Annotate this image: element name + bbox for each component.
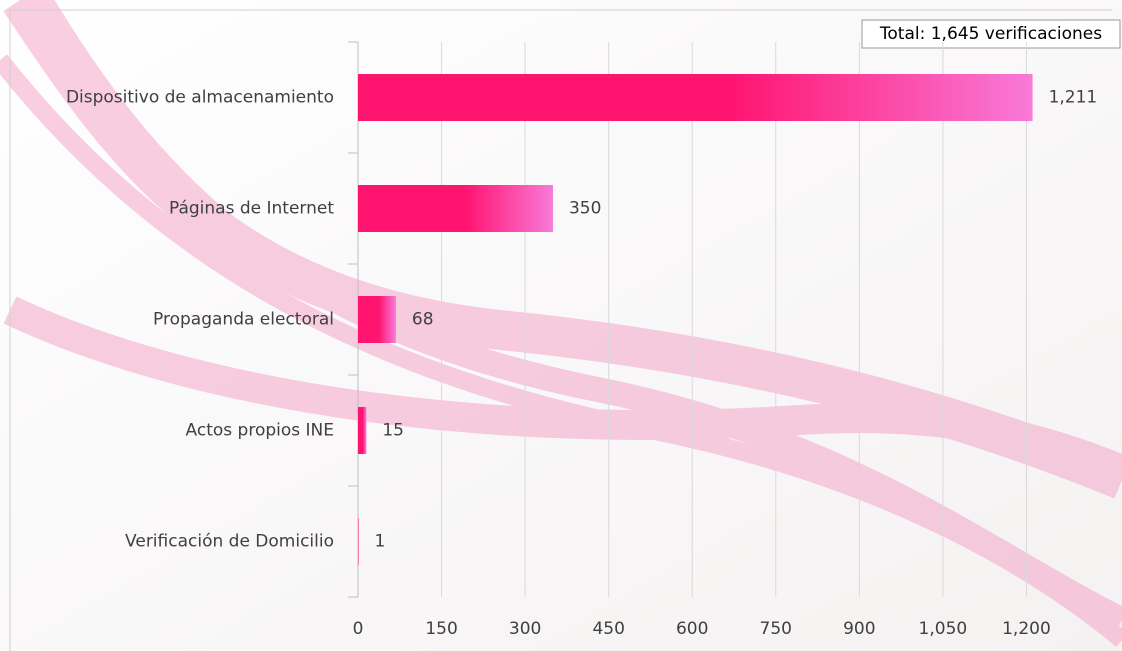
data-label: 350 (569, 199, 601, 219)
x-tick-label: 750 (760, 619, 792, 639)
x-tick-label: 900 (843, 619, 875, 639)
y-tick-label: Verificación de Domicilio (125, 532, 334, 552)
x-tick-label: 600 (676, 619, 708, 639)
data-label: 68 (412, 310, 434, 330)
y-tick-label: Dispositivo de almacenamiento (66, 88, 334, 108)
x-tick-label: 150 (425, 619, 457, 639)
bar (358, 407, 367, 454)
x-tick-label: 450 (592, 619, 624, 639)
bar (358, 296, 396, 343)
y-tick-label: Propaganda electoral (153, 310, 334, 330)
total-annotation: Total: 1,645 verificaciones (879, 24, 1102, 44)
bar (358, 185, 553, 232)
x-tick-label: 1,050 (919, 619, 968, 639)
data-label: 15 (382, 421, 404, 441)
bar (358, 518, 359, 565)
y-tick-label: Actos propios INE (186, 421, 334, 441)
total-box (861, 19, 1121, 49)
frame (9, 9, 1112, 651)
x-tick-label: 300 (509, 619, 541, 639)
x-tick-label: 1,200 (1002, 619, 1051, 639)
bar (358, 74, 1033, 121)
data-label: 1 (375, 532, 386, 552)
x-tick-label: 0 (353, 619, 364, 639)
y-tick-label: Páginas de Internet (169, 199, 334, 219)
data-label: 1,211 (1049, 88, 1098, 108)
